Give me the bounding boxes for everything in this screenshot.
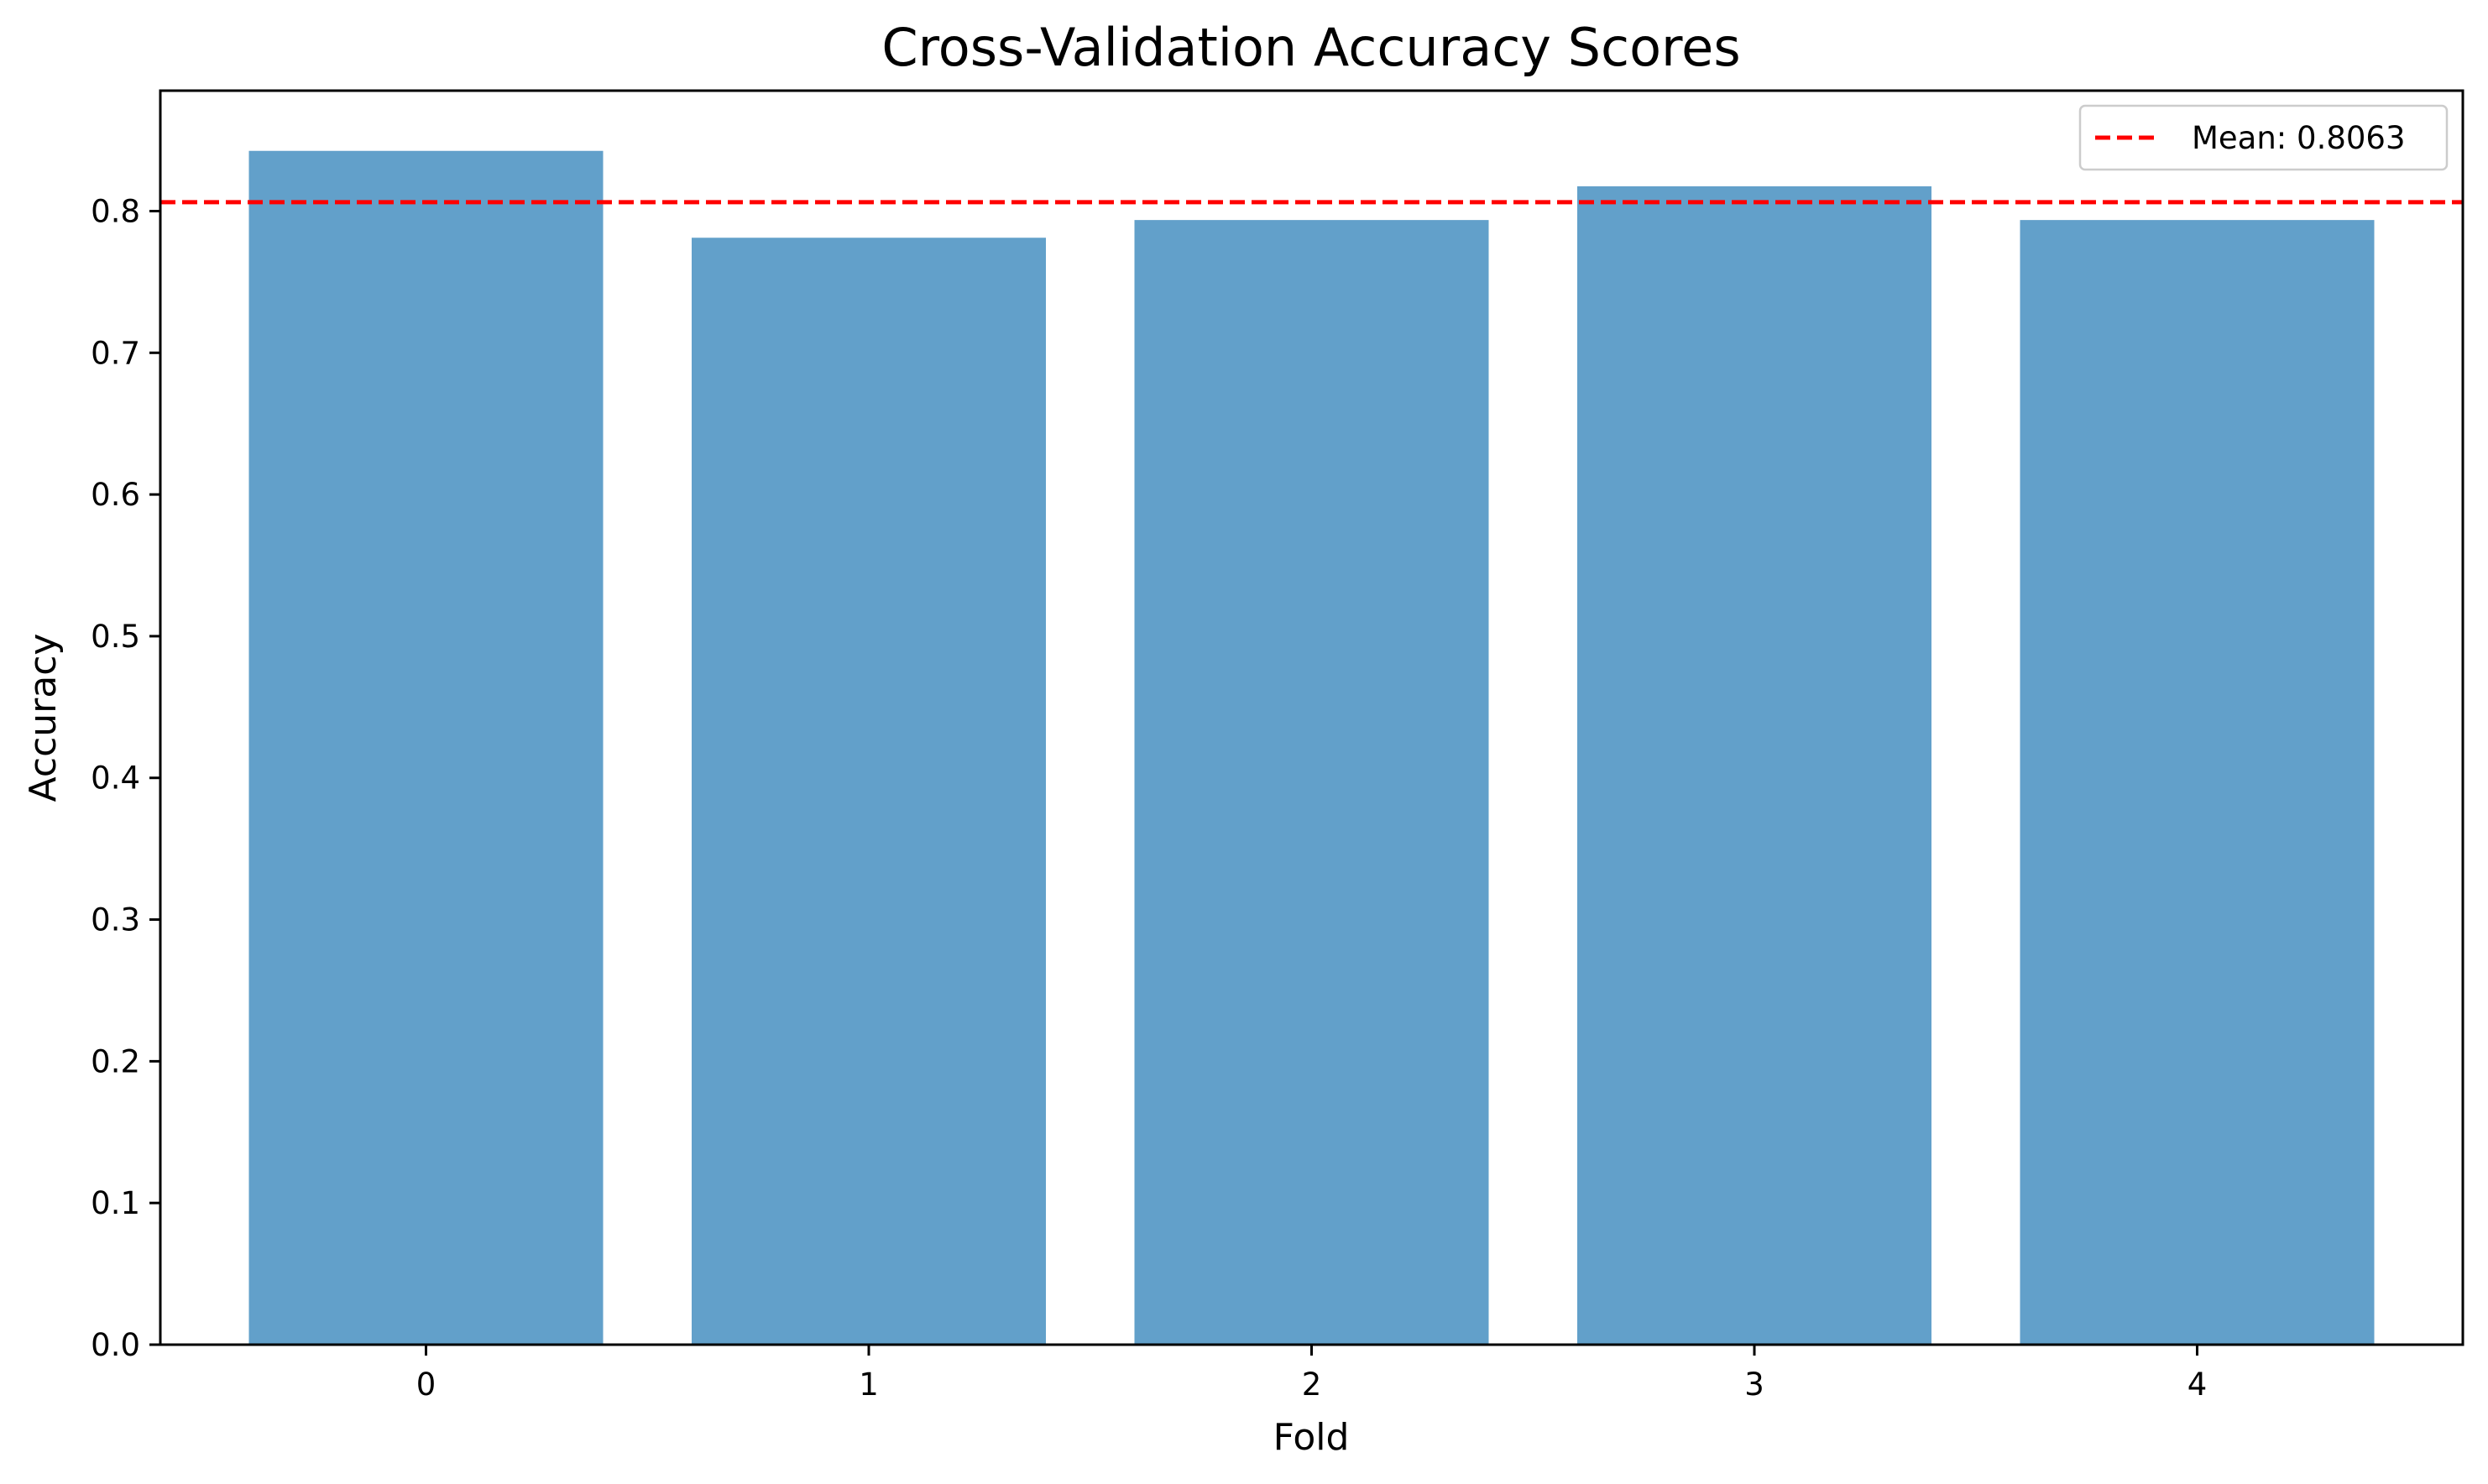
x-axis-label: Fold (1273, 1416, 1350, 1459)
x-tick-label: 0 (416, 1366, 436, 1403)
y-tick-label: 0.7 (91, 335, 140, 371)
y-tick-label: 0.0 (91, 1327, 140, 1363)
bar-fold-0 (248, 150, 604, 1346)
y-axis-ticks: 0.0 0.1 0.2 0.3 0.4 0.5 0.6 0.7 0.8 (91, 193, 160, 1363)
y-tick-label: 0.4 (91, 760, 140, 797)
y-tick-label: 0.2 (91, 1043, 140, 1079)
y-tick-label: 0.3 (91, 902, 140, 938)
bars-group (248, 150, 2375, 1346)
x-tick-label: 3 (1744, 1366, 1764, 1403)
y-tick-label: 0.5 (91, 619, 140, 655)
y-tick-label: 0.6 (91, 477, 140, 513)
x-tick-label: 2 (1302, 1366, 1322, 1403)
chart-title: Cross-Validation Accuracy Scores (881, 17, 1740, 78)
plot-frame (159, 89, 2464, 1346)
bar-fold-2 (1134, 220, 1489, 1346)
bar-fold-3 (1577, 186, 1931, 1345)
x-axis-ticks: 0 1 2 3 4 (416, 1345, 2208, 1403)
bar-fold-4 (2020, 220, 2375, 1346)
legend-box (2078, 104, 2449, 171)
y-axis-label: Accuracy (22, 634, 65, 802)
y-tick-label: 0.8 (91, 193, 140, 229)
y-tick-label: 0.1 (91, 1185, 140, 1221)
bar-fold-1 (692, 238, 1046, 1345)
legend-mean-label: Mean: 0.8063 (2192, 120, 2406, 156)
legend: Mean: 0.8063 (2078, 104, 2449, 171)
x-tick-label: 4 (2187, 1366, 2208, 1403)
x-tick-label: 1 (859, 1366, 879, 1403)
